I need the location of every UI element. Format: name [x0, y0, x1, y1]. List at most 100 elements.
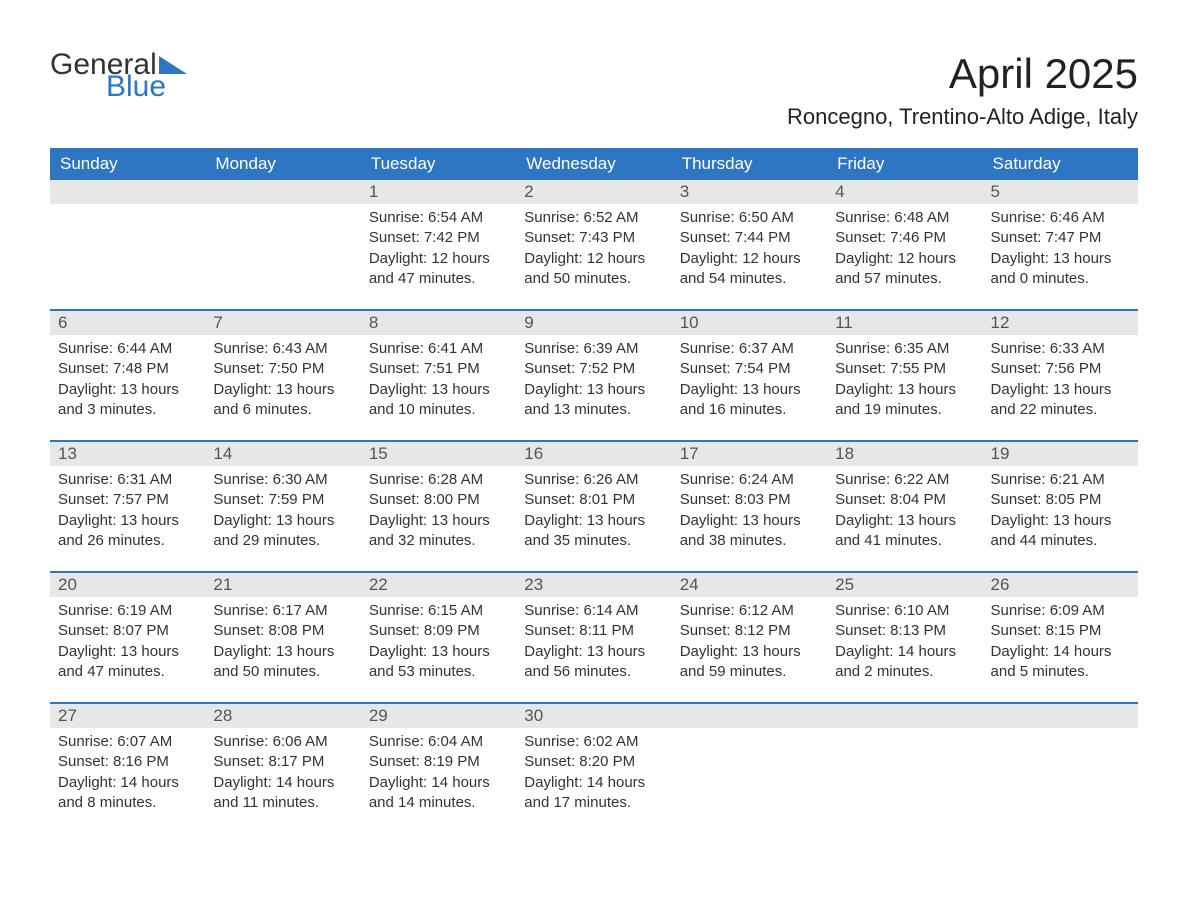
day-d1: Daylight: 13 hours — [991, 511, 1130, 531]
day-sunset: Sunset: 8:01 PM — [524, 490, 663, 510]
day-body: Sunrise: 6:46 AMSunset: 7:47 PMDaylight:… — [983, 204, 1138, 295]
day-sunrise: Sunrise: 6:33 AM — [991, 339, 1130, 359]
day-sunset: Sunset: 7:52 PM — [524, 359, 663, 379]
day-number: 14 — [205, 442, 360, 466]
day-sunset: Sunset: 8:17 PM — [213, 752, 352, 772]
day-number — [50, 180, 205, 204]
day-d1: Daylight: 14 hours — [524, 773, 663, 793]
day-body: Sunrise: 6:10 AMSunset: 8:13 PMDaylight:… — [827, 597, 982, 688]
day-number: 10 — [672, 311, 827, 335]
day-sunrise: Sunrise: 6:50 AM — [680, 208, 819, 228]
day-d2: and 57 minutes. — [835, 269, 974, 289]
day-sunrise: Sunrise: 6:43 AM — [213, 339, 352, 359]
day-sunrise: Sunrise: 6:24 AM — [680, 470, 819, 490]
calendar-daycell: 29Sunrise: 6:04 AMSunset: 8:19 PMDayligh… — [361, 704, 516, 819]
calendar-daycell: 30Sunrise: 6:02 AMSunset: 8:20 PMDayligh… — [516, 704, 671, 819]
day-d1: Daylight: 13 hours — [58, 511, 197, 531]
day-sunrise: Sunrise: 6:39 AM — [524, 339, 663, 359]
day-d2: and 26 minutes. — [58, 531, 197, 551]
calendar-daycell: 16Sunrise: 6:26 AMSunset: 8:01 PMDayligh… — [516, 442, 671, 557]
day-d2: and 50 minutes. — [213, 662, 352, 682]
day-body: Sunrise: 6:12 AMSunset: 8:12 PMDaylight:… — [672, 597, 827, 688]
day-d1: Daylight: 13 hours — [524, 511, 663, 531]
day-d2: and 14 minutes. — [369, 793, 508, 813]
day-number: 4 — [827, 180, 982, 204]
day-body: Sunrise: 6:54 AMSunset: 7:42 PMDaylight:… — [361, 204, 516, 295]
day-sunset: Sunset: 7:55 PM — [835, 359, 974, 379]
calendar-week: 6Sunrise: 6:44 AMSunset: 7:48 PMDaylight… — [50, 309, 1138, 426]
day-body: Sunrise: 6:15 AMSunset: 8:09 PMDaylight:… — [361, 597, 516, 688]
day-d2: and 2 minutes. — [835, 662, 974, 682]
calendar-daycell — [672, 704, 827, 819]
day-sunset: Sunset: 7:44 PM — [680, 228, 819, 248]
day-number: 30 — [516, 704, 671, 728]
day-d1: Daylight: 12 hours — [524, 249, 663, 269]
weekday-header: Friday — [827, 148, 982, 180]
day-d2: and 22 minutes. — [991, 400, 1130, 420]
calendar-daycell: 24Sunrise: 6:12 AMSunset: 8:12 PMDayligh… — [672, 573, 827, 688]
day-body: Sunrise: 6:39 AMSunset: 7:52 PMDaylight:… — [516, 335, 671, 426]
day-number: 29 — [361, 704, 516, 728]
day-d2: and 59 minutes. — [680, 662, 819, 682]
page-header: General Blue April 2025 Roncegno, Trenti… — [50, 50, 1138, 130]
calendar-daycell — [983, 704, 1138, 819]
day-d1: Daylight: 13 hours — [213, 511, 352, 531]
day-sunrise: Sunrise: 6:54 AM — [369, 208, 508, 228]
day-body: Sunrise: 6:30 AMSunset: 7:59 PMDaylight:… — [205, 466, 360, 557]
day-number: 19 — [983, 442, 1138, 466]
day-d2: and 54 minutes. — [680, 269, 819, 289]
day-sunset: Sunset: 8:11 PM — [524, 621, 663, 641]
day-number: 12 — [983, 311, 1138, 335]
day-sunrise: Sunrise: 6:22 AM — [835, 470, 974, 490]
day-d1: Daylight: 13 hours — [369, 511, 508, 531]
day-sunrise: Sunrise: 6:12 AM — [680, 601, 819, 621]
day-sunset: Sunset: 8:19 PM — [369, 752, 508, 772]
day-body: Sunrise: 6:09 AMSunset: 8:15 PMDaylight:… — [983, 597, 1138, 688]
day-number: 26 — [983, 573, 1138, 597]
day-number: 15 — [361, 442, 516, 466]
day-sunrise: Sunrise: 6:17 AM — [213, 601, 352, 621]
day-sunrise: Sunrise: 6:02 AM — [524, 732, 663, 752]
day-d2: and 11 minutes. — [213, 793, 352, 813]
day-d2: and 8 minutes. — [58, 793, 197, 813]
calendar-daycell: 26Sunrise: 6:09 AMSunset: 8:15 PMDayligh… — [983, 573, 1138, 688]
day-body: Sunrise: 6:33 AMSunset: 7:56 PMDaylight:… — [983, 335, 1138, 426]
day-d1: Daylight: 12 hours — [835, 249, 974, 269]
day-sunset: Sunset: 8:00 PM — [369, 490, 508, 510]
weekday-header: Saturday — [983, 148, 1138, 180]
day-d1: Daylight: 13 hours — [524, 642, 663, 662]
day-number: 6 — [50, 311, 205, 335]
calendar-daycell: 7Sunrise: 6:43 AMSunset: 7:50 PMDaylight… — [205, 311, 360, 426]
day-sunset: Sunset: 7:48 PM — [58, 359, 197, 379]
day-sunset: Sunset: 7:43 PM — [524, 228, 663, 248]
calendar-daycell: 8Sunrise: 6:41 AMSunset: 7:51 PMDaylight… — [361, 311, 516, 426]
day-d1: Daylight: 14 hours — [58, 773, 197, 793]
day-d2: and 6 minutes. — [213, 400, 352, 420]
day-d1: Daylight: 12 hours — [369, 249, 508, 269]
weekday-header-row: Sunday Monday Tuesday Wednesday Thursday… — [50, 148, 1138, 180]
day-d2: and 56 minutes. — [524, 662, 663, 682]
day-sunset: Sunset: 8:03 PM — [680, 490, 819, 510]
day-sunrise: Sunrise: 6:07 AM — [58, 732, 197, 752]
day-body: Sunrise: 6:48 AMSunset: 7:46 PMDaylight:… — [827, 204, 982, 295]
day-d1: Daylight: 14 hours — [835, 642, 974, 662]
day-body: Sunrise: 6:26 AMSunset: 8:01 PMDaylight:… — [516, 466, 671, 557]
calendar-daycell — [205, 180, 360, 295]
day-body: Sunrise: 6:14 AMSunset: 8:11 PMDaylight:… — [516, 597, 671, 688]
day-d1: Daylight: 13 hours — [835, 511, 974, 531]
day-d2: and 47 minutes. — [58, 662, 197, 682]
day-body: Sunrise: 6:06 AMSunset: 8:17 PMDaylight:… — [205, 728, 360, 819]
day-d2: and 53 minutes. — [369, 662, 508, 682]
day-sunrise: Sunrise: 6:37 AM — [680, 339, 819, 359]
day-number: 2 — [516, 180, 671, 204]
calendar-daycell: 13Sunrise: 6:31 AMSunset: 7:57 PMDayligh… — [50, 442, 205, 557]
day-sunrise: Sunrise: 6:06 AM — [213, 732, 352, 752]
calendar-daycell: 20Sunrise: 6:19 AMSunset: 8:07 PMDayligh… — [50, 573, 205, 688]
calendar-daycell: 3Sunrise: 6:50 AMSunset: 7:44 PMDaylight… — [672, 180, 827, 295]
day-sunrise: Sunrise: 6:46 AM — [991, 208, 1130, 228]
day-number: 5 — [983, 180, 1138, 204]
day-d1: Daylight: 13 hours — [58, 380, 197, 400]
day-d2: and 32 minutes. — [369, 531, 508, 551]
day-number: 11 — [827, 311, 982, 335]
day-body: Sunrise: 6:31 AMSunset: 7:57 PMDaylight:… — [50, 466, 205, 557]
